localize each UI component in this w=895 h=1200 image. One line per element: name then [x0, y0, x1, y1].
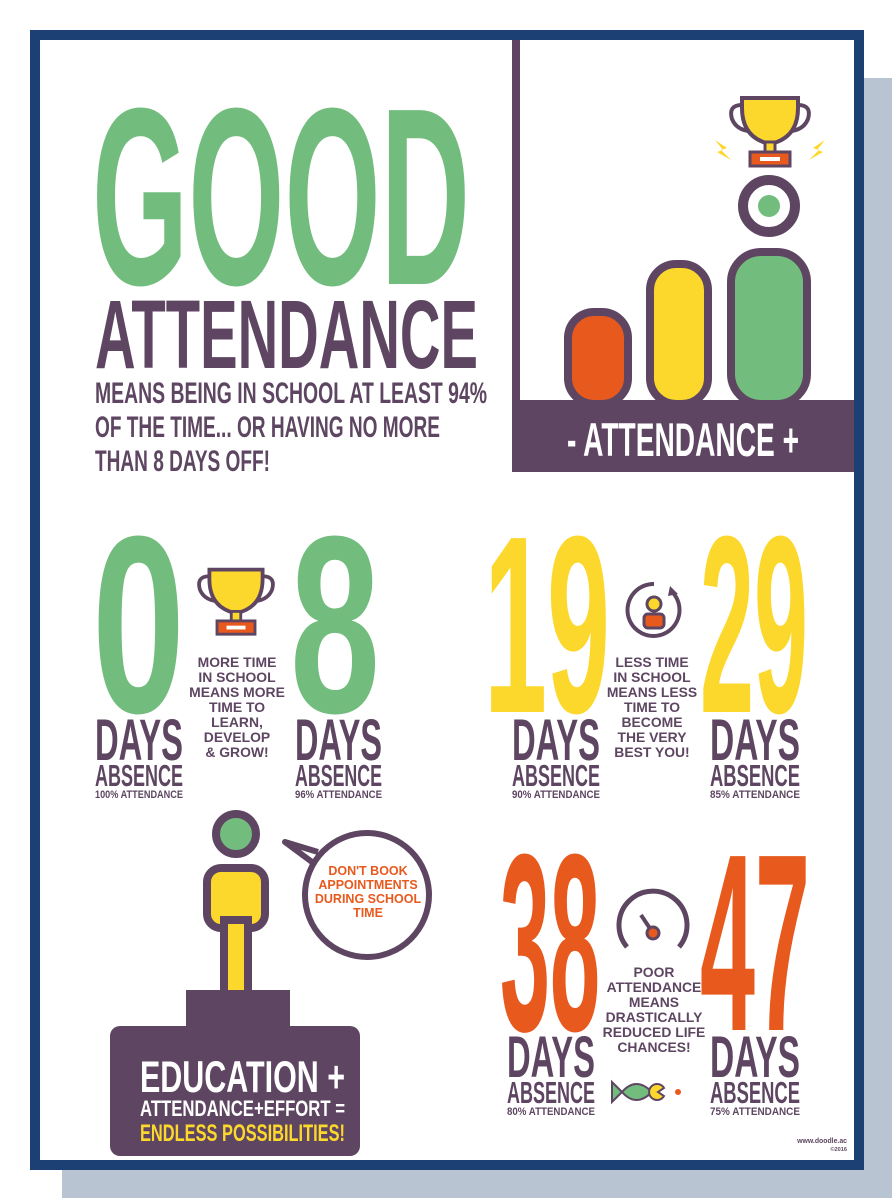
frame: [30, 30, 864, 1170]
note-line: MEANS MORE: [189, 684, 285, 700]
stat-unit: DAYS: [295, 708, 382, 773]
stat-attendance: 80% ATTENDANCE: [507, 1106, 595, 1118]
stat-label: ABSENCE: [710, 1076, 800, 1110]
stat-unit: DAYS: [512, 708, 600, 773]
trophy: [715, 96, 825, 168]
fish-icon: [611, 1079, 681, 1105]
note-line: IN SCHOOL: [198, 669, 276, 685]
head: [212, 810, 260, 858]
stat-attendance: 96% ATTENDANCE: [295, 789, 382, 801]
note-line: & GROW!: [205, 744, 268, 760]
stat-unit: DAYS: [95, 708, 183, 773]
stat-unit: DAYS: [710, 1025, 800, 1090]
podium-base: [110, 1026, 360, 1156]
bar-mid: [646, 260, 712, 408]
subtitle: ATTENDANCE: [95, 280, 478, 389]
stat-number: 29: [700, 483, 808, 766]
stat-number: 47: [700, 801, 810, 1084]
note-line: CHANCES!: [617, 1039, 690, 1055]
footer-url: www.doodle.ac: [796, 1138, 847, 1145]
note-line: THE VERY: [618, 729, 688, 745]
podium-top: [186, 990, 290, 1030]
note-line: BEST YOU!: [614, 744, 689, 760]
bar-low: [564, 308, 632, 408]
person-body: [727, 248, 811, 408]
attendance-label: - ATTENDANCE +: [567, 414, 799, 467]
stat-attendance: 75% ATTENDANCE: [710, 1106, 800, 1118]
bubble-line: DON'T BOOK: [328, 864, 407, 878]
stat-label: ABSENCE: [295, 759, 382, 793]
attendance-label-box: [512, 400, 854, 472]
note-line: DRASTICALLY: [606, 1009, 703, 1025]
podium-person: [203, 810, 269, 998]
stat-label: ABSENCE: [507, 1076, 595, 1110]
note-line: MEANS: [629, 994, 679, 1010]
trophy: [197, 567, 275, 636]
note-line: TIME TO: [624, 699, 680, 715]
podium-line: ENDLESS POSSIBILITIES!: [140, 1121, 345, 1147]
title: GOOD: [92, 55, 470, 338]
stat-number: 19: [484, 483, 610, 766]
description: THAN 8 DAYS OFF!: [95, 446, 270, 478]
stat-label: ABSENCE: [512, 759, 600, 793]
note-line: LESS TIME: [615, 654, 688, 670]
bubble-line: TIME: [353, 906, 383, 920]
podium-line: ATTENDANCE+EFFORT =: [140, 1096, 345, 1121]
stat-number: 0: [92, 483, 185, 766]
stat-number: 8: [290, 483, 380, 766]
podium-line: EDUCATION +: [140, 1053, 345, 1102]
note-line: DEVELOP: [204, 729, 270, 745]
stat-unit: DAYS: [507, 1025, 595, 1090]
person-head-dot: [758, 195, 780, 217]
note-line: BECOME: [622, 714, 683, 730]
stat-attendance: 85% ATTENDANCE: [710, 789, 800, 801]
stat-number: 38: [500, 801, 600, 1084]
note-line: MEANS LESS: [607, 684, 697, 700]
note-line: TIME TO: [209, 699, 265, 715]
stat-attendance: 100% ATTENDANCE: [95, 789, 183, 801]
speech-bubble: [282, 830, 432, 960]
bubble-line: APPOINTMENTS: [318, 878, 417, 892]
note-line: ATTENDANCE: [607, 979, 702, 995]
note-line: REDUCED LIFE: [603, 1024, 706, 1040]
legs: [220, 916, 252, 998]
stat-label: ABSENCE: [95, 759, 183, 793]
note-line: LEARN,: [211, 714, 263, 730]
bubble-line: DURING SCHOOL: [315, 892, 422, 906]
stat-label: ABSENCE: [710, 759, 800, 793]
description: MEANS BEING IN SCHOOL AT LEAST 94%: [95, 378, 487, 410]
description: OF THE TIME... OR HAVING NO MORE: [95, 412, 440, 444]
growth-icon: [625, 581, 682, 638]
stat-unit: DAYS: [710, 708, 800, 773]
note-line: MORE TIME: [198, 654, 277, 670]
footer-copyright: ©2016: [830, 1146, 847, 1153]
gauge-icon: [616, 888, 690, 949]
stat-attendance: 90% ATTENDANCE: [512, 789, 600, 801]
note-line: POOR: [634, 964, 675, 980]
note-line: IN SCHOOL: [613, 669, 691, 685]
